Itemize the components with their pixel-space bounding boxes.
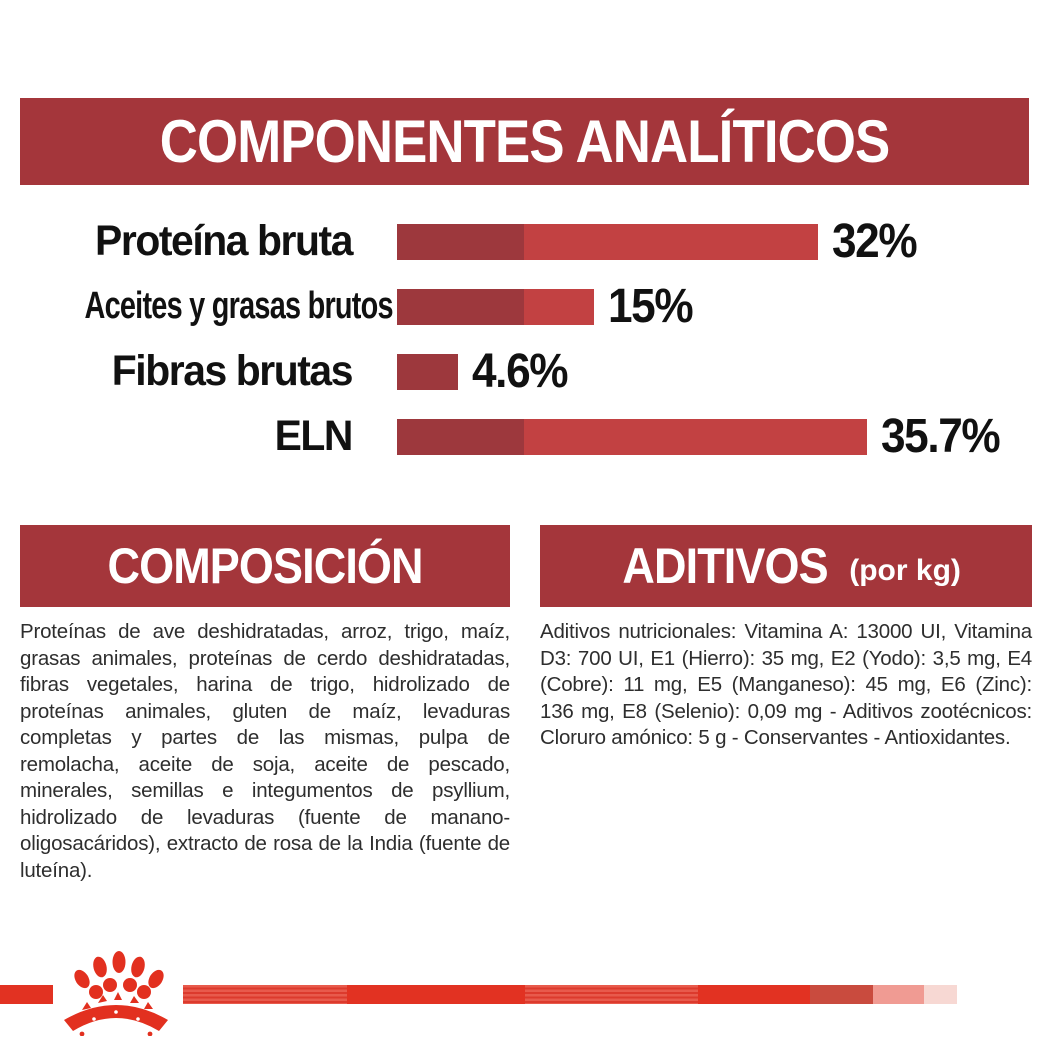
band-segment: [525, 985, 698, 1004]
composition-title: COMPOSICIÓN: [107, 538, 423, 594]
chart-bar-eln: [397, 418, 867, 455]
chart-label-eln: ELN: [274, 412, 354, 460]
additives-title: ADITIVOS: [622, 538, 829, 594]
chart-bar-protein: [397, 223, 819, 260]
chart-label-protein: Proteína bruta: [95, 217, 353, 265]
chart-value-protein: 32%: [832, 215, 918, 268]
chart-row-fibre: Fibras brutas 4.6%: [0, 339, 1049, 404]
chart-value-eln: 35.7%: [880, 410, 1001, 463]
chart-bar-fibre: [397, 353, 458, 390]
analytical-components-title: COMPONENTES ANALÍTICOS: [159, 108, 891, 175]
band-segment: [873, 985, 918, 1004]
royal-canin-paw-logo: [64, 951, 168, 1036]
chart-row-eln: ELN 35.7%: [0, 404, 1049, 469]
additives-unit-label: (por kg): [849, 554, 961, 587]
info-columns: COMPOSICIÓN Proteínas de ave deshidratad…: [20, 525, 1032, 884]
band-segment: [183, 985, 347, 1004]
band-segment: [347, 985, 525, 1004]
composition-section: COMPOSICIÓN Proteínas de ave deshidratad…: [20, 525, 510, 884]
footer-stripe-band: [0, 985, 1049, 1004]
chart-label-fibre: Fibras brutas: [111, 347, 354, 395]
band-segment: [698, 985, 810, 1004]
chart-value-fibre: 4.6%: [471, 345, 569, 398]
additives-banner: ADITIVOS (por kg): [540, 525, 1032, 607]
chart-value-fats: 15%: [608, 280, 694, 333]
composition-banner: COMPOSICIÓN: [20, 525, 510, 607]
analytical-components-banner: COMPONENTES ANALÍTICOS: [20, 98, 1029, 185]
additives-section: ADITIVOS (por kg) Aditivos nutricionales…: [540, 525, 1032, 884]
chart-row-fats: Aceites y grasas brutos 15%: [0, 274, 1049, 339]
band-segment: [810, 985, 873, 1004]
band-segment: [0, 985, 53, 1004]
additives-text: Aditivos nutricionales: Vitamina A: 1300…: [540, 620, 1032, 750]
chart-row-protein: Proteína bruta 32%: [0, 209, 1049, 274]
composition-text: Proteínas de ave deshidratadas, arroz, t…: [20, 620, 510, 882]
chart-label-fats: Aceites y grasas brutos: [84, 285, 393, 327]
chart-bar-fats: [397, 288, 595, 325]
band-segment: [918, 985, 957, 1004]
analytical-components-chart: Proteína bruta 32% Aceites y grasas brut…: [0, 209, 1049, 469]
